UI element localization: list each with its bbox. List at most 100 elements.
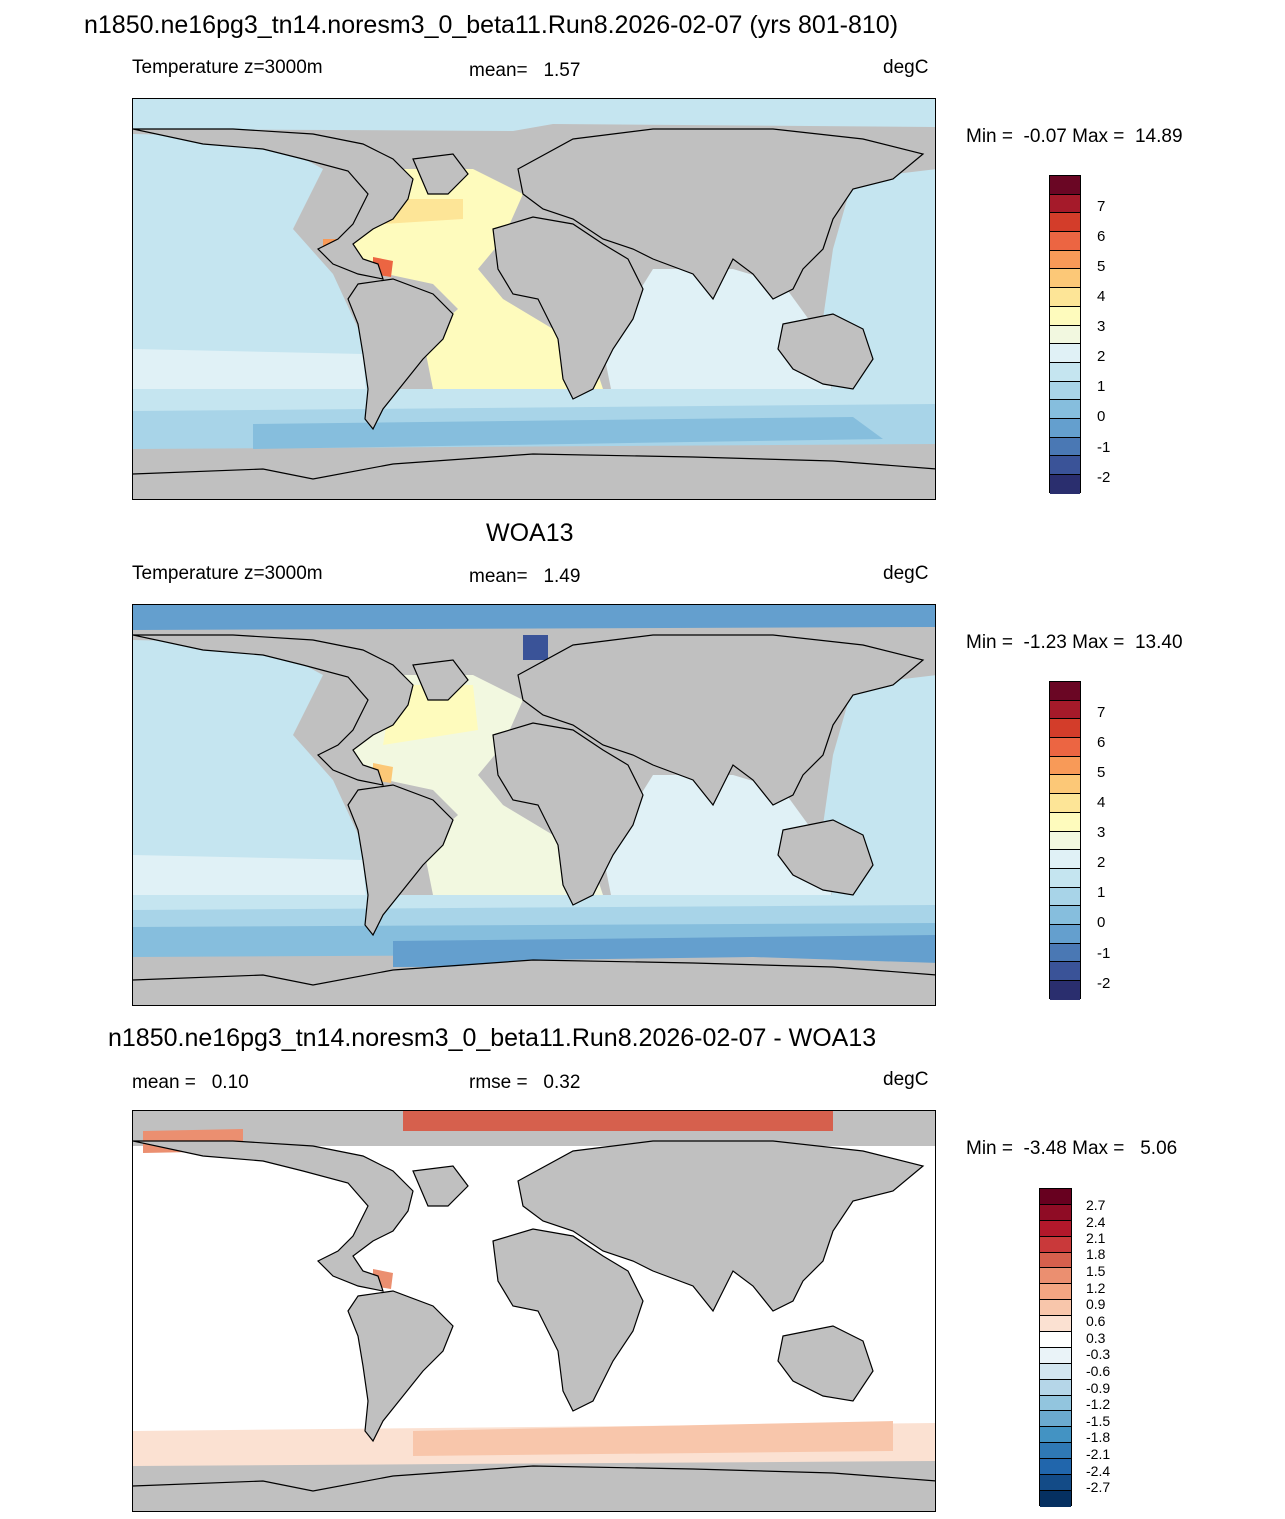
- panel2-heading: WOA13: [486, 519, 574, 547]
- colorbar-swatch: [1050, 981, 1080, 1000]
- colorbar-swatch: [1050, 288, 1080, 307]
- colorbar-swatch: [1050, 456, 1080, 475]
- colorbar-swatch: [1050, 437, 1080, 457]
- colorbar-swatch: [1040, 1475, 1071, 1491]
- panel3-rmse-label: rmse = 0.32: [469, 1072, 581, 1093]
- colorbar-tick-label: 3: [1097, 824, 1106, 841]
- colorbar-tick-label: 2.4: [1086, 1214, 1106, 1230]
- colorbar-swatch: [1050, 232, 1080, 251]
- colorbar-swatch: [1050, 381, 1080, 401]
- colorbar-swatch: [1050, 812, 1080, 832]
- colorbar-tick-label: -0.9: [1086, 1380, 1111, 1396]
- colorbar-swatch: [1050, 719, 1080, 739]
- panel1-minmax: Min = -0.07 Max = 14.89: [966, 126, 1183, 147]
- colorbar-swatch: [1050, 756, 1080, 776]
- panel2-minmax: Min = -1.23 Max = 13.40: [966, 632, 1183, 653]
- colorbar-swatch: [1040, 1332, 1071, 1348]
- colorbar-swatch: [1050, 868, 1080, 888]
- colorbar-tick-label: -2.7: [1086, 1479, 1111, 1495]
- figure-title: n1850.ne16pg3_tn14.noresm3_0_beta11.Run8…: [84, 11, 899, 39]
- colorbar-swatch: [1050, 213, 1080, 233]
- colorbar-swatch: [1050, 194, 1080, 214]
- colorbar-swatch: [1040, 1347, 1071, 1364]
- colorbar-swatch: [1050, 962, 1080, 981]
- colorbar-swatch: [1050, 176, 1080, 195]
- colorbar-swatch: [1040, 1411, 1071, 1428]
- colorbar-swatch: [1050, 775, 1080, 795]
- colorbar-tick-label: 6: [1097, 228, 1106, 245]
- colorbar-swatch: [1050, 362, 1080, 382]
- colorbar-swatch: [1050, 250, 1080, 270]
- colorbar-swatch: [1040, 1220, 1071, 1237]
- panel1-units-label: degC: [883, 57, 929, 78]
- colorbar-tick-label: 0: [1097, 408, 1106, 425]
- colorbar-tick-label: 4: [1097, 288, 1106, 305]
- panel3-minmax: Min = -3.48 Max = 5.06: [966, 1138, 1178, 1159]
- colorbar-tick-label: 7: [1097, 198, 1106, 215]
- colorbar-swatch: [1040, 1252, 1071, 1269]
- colorbar-tick-label: -2: [1097, 975, 1111, 992]
- colorbar-swatch: [1050, 700, 1080, 720]
- colorbar-tick-label: 0: [1097, 914, 1106, 931]
- colorbar-swatch: [1050, 418, 1080, 438]
- colorbar-tick-label: -1: [1097, 945, 1111, 962]
- panel1-map: [132, 98, 936, 500]
- colorbar-swatch: [1040, 1427, 1071, 1444]
- colorbar-swatch: [1040, 1490, 1071, 1507]
- colorbar-swatch: [1050, 269, 1080, 289]
- colorbar-swatch: [1050, 850, 1080, 869]
- colorbar-swatch: [1050, 831, 1080, 851]
- colorbar-tick-label: 0.3: [1086, 1330, 1106, 1346]
- colorbar-tick-label: -0.6: [1086, 1363, 1111, 1379]
- colorbar-tick-label: 5: [1097, 258, 1106, 275]
- colorbar-swatch: [1040, 1363, 1071, 1380]
- colorbar-swatch: [1050, 400, 1080, 419]
- colorbar-tick-label: -0.3: [1086, 1346, 1111, 1362]
- colorbar-swatch: [1040, 1268, 1071, 1285]
- colorbar-tick-label: 4: [1097, 794, 1106, 811]
- panel1-colorbar: [1049, 175, 1081, 494]
- colorbar-swatch: [1050, 887, 1080, 907]
- colorbar-swatch: [1050, 924, 1080, 944]
- colorbar-tick-label: 1.5: [1086, 1263, 1106, 1279]
- panel3-map: [132, 1110, 936, 1512]
- colorbar-swatch: [1040, 1443, 1071, 1460]
- colorbar-tick-label: 2: [1097, 854, 1106, 871]
- colorbar-tick-label: 0.6: [1086, 1313, 1106, 1329]
- colorbar-tick-label: 1.8: [1086, 1246, 1106, 1262]
- panel3-heading: n1850.ne16pg3_tn14.noresm3_0_beta11.Run8…: [108, 1024, 877, 1052]
- colorbar-swatch: [1050, 906, 1080, 925]
- colorbar-swatch: [1040, 1204, 1071, 1221]
- colorbar-swatch: [1050, 306, 1080, 326]
- colorbar-tick-label: -1.8: [1086, 1429, 1111, 1445]
- colorbar-swatch: [1040, 1316, 1071, 1333]
- panel2-map: [132, 604, 936, 1006]
- colorbar-tick-label: 3: [1097, 318, 1106, 335]
- colorbar-swatch: [1050, 682, 1080, 701]
- panel3-colorbar: [1039, 1188, 1072, 1507]
- colorbar-swatch: [1040, 1459, 1071, 1476]
- panel2-left-label: Temperature z=3000m: [132, 563, 323, 584]
- colorbar-swatch: [1040, 1395, 1071, 1412]
- colorbar-tick-label: -1.2: [1086, 1396, 1111, 1412]
- colorbar-tick-label: -1.5: [1086, 1413, 1111, 1429]
- colorbar-swatch: [1040, 1189, 1071, 1205]
- colorbar-tick-label: 2.7: [1086, 1197, 1106, 1213]
- colorbar-swatch: [1050, 475, 1080, 494]
- colorbar-swatch: [1050, 325, 1080, 345]
- colorbar-tick-label: 7: [1097, 704, 1106, 721]
- colorbar-tick-label: 5: [1097, 764, 1106, 781]
- panel3-units-label: degC: [883, 1069, 929, 1090]
- colorbar-tick-label: -1: [1097, 439, 1111, 456]
- colorbar-tick-label: 1: [1097, 378, 1106, 395]
- panel2-colorbar: [1049, 681, 1081, 1000]
- panel2-units-label: degC: [883, 563, 929, 584]
- colorbar-tick-label: -2.4: [1086, 1463, 1111, 1479]
- colorbar-swatch: [1050, 943, 1080, 963]
- panel1-left-label: Temperature z=3000m: [132, 57, 323, 78]
- colorbar-tick-label: 1: [1097, 884, 1106, 901]
- colorbar-tick-label: 6: [1097, 734, 1106, 751]
- colorbar-swatch: [1050, 794, 1080, 813]
- panel1-mean-label: mean= 1.57: [469, 60, 581, 81]
- colorbar-tick-label: 1.2: [1086, 1280, 1106, 1296]
